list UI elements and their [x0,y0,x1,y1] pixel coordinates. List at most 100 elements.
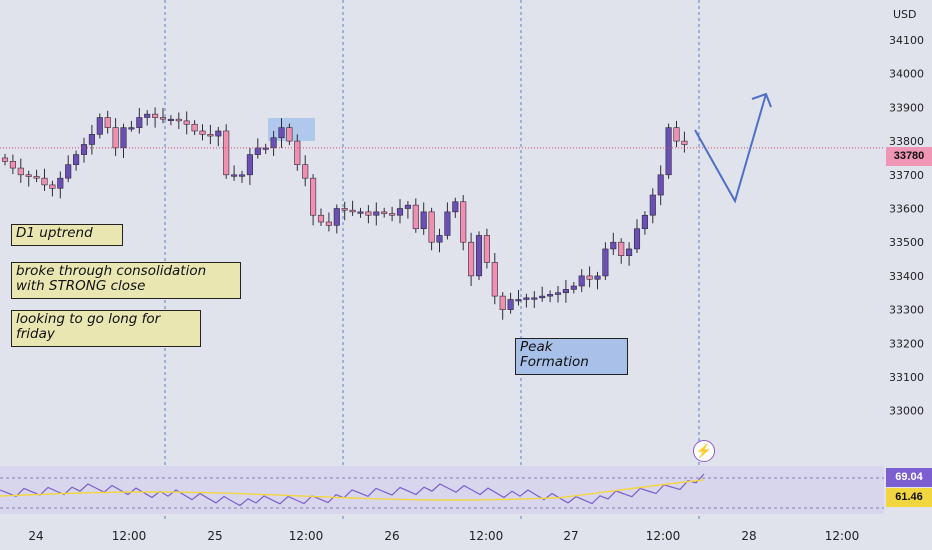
time-axis[interactable]: 24 12:00 25 12:00 26 12:00 27 12:00 28 12:00 [28,529,859,543]
note-peak-formation[interactable]: Peak Formation [515,338,628,375]
candle-body [436,235,443,243]
candle-body [1,157,9,162]
candle [665,123,672,179]
candle [507,292,514,314]
candle [199,124,206,141]
candle-body [286,127,293,142]
lightning-icon[interactable]: ⚡ [693,440,715,462]
candle-body [515,299,522,302]
rsi-band [0,466,884,514]
candle [1,153,9,166]
candle [539,286,546,302]
currency-label: USD [893,8,917,21]
candle-body [562,289,569,294]
candle-body [428,211,435,243]
candle [183,111,190,135]
candle [531,291,538,308]
candle [49,180,56,197]
price-tick-label: 33800 [889,135,924,148]
candle-body [333,208,340,226]
note-go-long-line-2: friday [16,326,55,342]
time-tick-label: 12:00 [646,529,681,543]
candle [554,286,562,303]
candle [412,198,419,233]
candle-body [665,127,672,176]
note-go-long-line-1: looking to go long for [16,311,161,327]
candle [215,126,222,147]
candle-body [586,275,593,280]
candle-body [602,248,609,277]
candle [618,238,625,264]
candle [175,112,182,129]
candle [120,123,127,158]
candle-body [73,154,80,165]
candle-body [167,118,174,121]
candle-body [254,147,261,155]
candle-body [112,127,119,149]
rsi-line [0,473,705,507]
price-tick-label: 33000 [889,405,924,418]
candle-body [357,211,364,214]
candle-body [657,174,664,196]
time-tick-label: 12:00 [289,529,324,543]
candle [373,202,380,226]
candle [223,124,230,179]
price-tick-label: 33500 [889,236,924,249]
candle [25,170,32,187]
candle-body [373,211,380,216]
candle [231,165,238,181]
candle [262,143,269,154]
rsi-value-tag: 69.04 [886,468,932,487]
candle [499,292,506,320]
time-tick-label: 27 [563,529,578,543]
note-d1-uptrend[interactable]: D1 uptrend [11,224,123,246]
candle [246,147,253,185]
candle [389,206,396,222]
price-axis[interactable]: 34100 34000 33900 33800 33700 33600 33500 33400… [889,34,924,418]
candle [594,271,601,290]
candle [41,168,48,191]
candle [341,201,348,221]
candle-body [223,130,230,176]
candle-body [483,235,490,263]
candle [104,110,111,134]
candle [444,202,451,240]
candle [673,120,680,148]
candle [167,115,174,126]
note-go-long[interactable]: looking to go long for friday [11,310,201,347]
note-peak-line-2: Formation [520,354,589,370]
candle [626,242,633,266]
note-consolidation[interactable]: broke through consolidation with STRONG … [11,262,241,299]
candle [633,219,641,253]
candle [254,138,261,159]
candle [602,242,609,280]
candle-body [65,164,72,179]
candle-body [389,213,396,216]
candle-body [633,228,641,250]
candle-body [539,295,546,299]
price-tick-label: 33600 [889,203,924,216]
projection-arrow-path [694,93,767,204]
candle [547,290,554,303]
note-peak-line-1: Peak [520,339,553,355]
note-consolidation-line-2: with STRONG close [16,278,146,294]
candle [349,200,356,216]
candle-body [641,214,648,230]
candle [681,131,688,153]
candle-body [499,295,506,310]
candle-body [57,177,64,189]
candle-body [96,117,103,135]
candle-body [594,275,601,280]
candle-body [341,208,348,211]
candle-body [128,127,135,130]
candle-body [302,164,309,179]
candle [325,212,332,232]
time-tick-label: 12:00 [825,529,860,543]
candle-body [262,147,269,150]
price-tick-label: 33300 [889,304,924,317]
price-tick-label: 33900 [889,101,924,114]
candle-body [231,174,238,177]
candle-body [310,177,317,216]
candle-body [159,117,167,120]
